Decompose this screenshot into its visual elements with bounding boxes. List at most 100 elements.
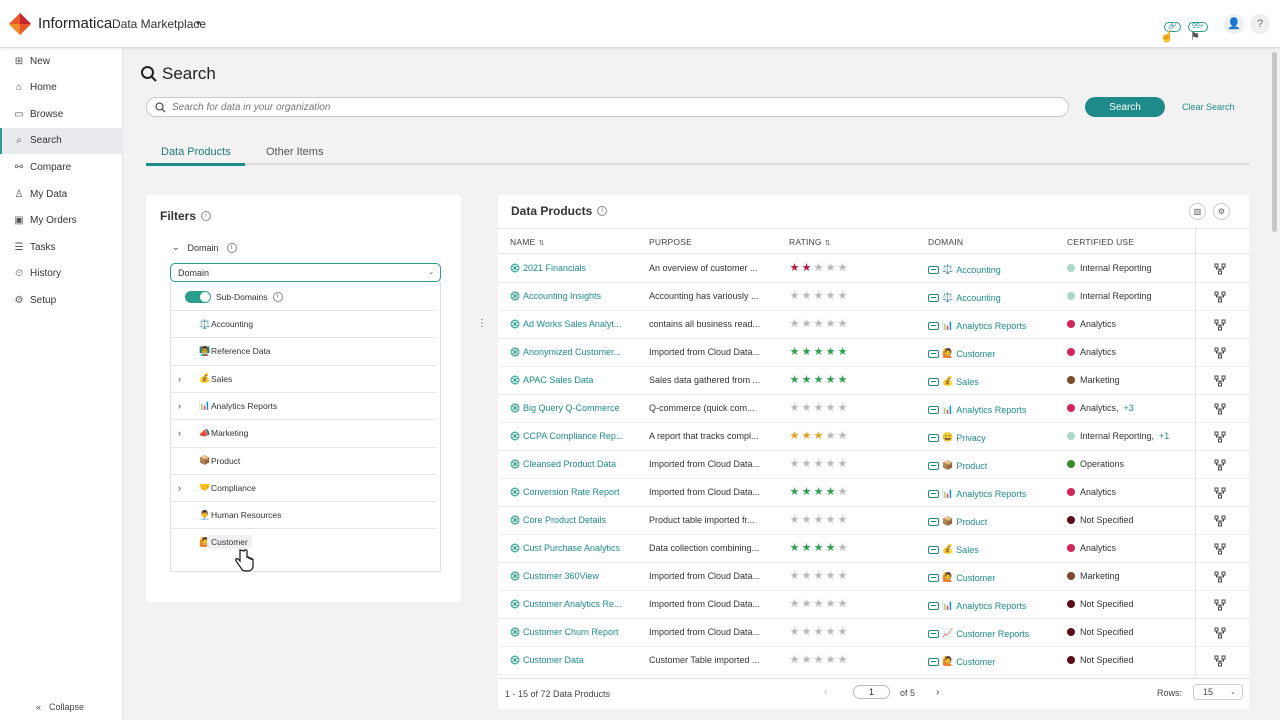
star-icon[interactable]: ★ (813, 402, 824, 414)
product-name-link[interactable]: 2021 Financials (510, 263, 640, 273)
product-name-link[interactable]: CCPA Compliance Rep... (510, 431, 640, 441)
product-name[interactable]: Cleansed Product Data (523, 459, 617, 469)
table-row[interactable]: Cleansed Product Data Imported from Cloud… (498, 451, 1249, 479)
chevron-down-icon[interactable]: ▾ (196, 18, 201, 28)
product-name-link[interactable]: Customer Data (510, 655, 640, 665)
product-name[interactable]: CCPA Compliance Rep... (523, 431, 624, 441)
chevron-right-icon[interactable]: › (178, 373, 181, 384)
table-row[interactable]: Ad Works Sales Analyt... contains all bus… (498, 311, 1249, 339)
table-row[interactable]: Customer Analytics Re... Imported from Cl… (498, 591, 1249, 619)
sidebar-item-setup[interactable]: ⚙ Setup (0, 287, 123, 313)
star-icon[interactable]: ★ (837, 318, 848, 330)
star-icon[interactable]: ★ (801, 486, 812, 498)
product-name[interactable]: Conversion Rate Report (523, 487, 620, 497)
star-icon[interactable]: ★ (801, 318, 812, 330)
informatica-logo[interactable] (8, 12, 32, 36)
rating-stars[interactable]: ★ ★ ★ ★ ★ (789, 654, 848, 666)
rating-stars[interactable]: ★ ★ ★ ★ ★ (789, 570, 848, 582)
star-icon[interactable]: ★ (801, 402, 812, 414)
domain-option-accounting[interactable]: ⚖️ Accounting (171, 310, 437, 337)
info-icon[interactable]: i (201, 211, 212, 221)
columns-icon[interactable]: ▥ (1189, 203, 1206, 220)
domain-link[interactable]: ⚖️ Accounting (928, 264, 1001, 275)
table-row[interactable]: Big Query Q-Commerce Q-commerce (quick co… (498, 395, 1249, 423)
star-icon[interactable]: ★ (837, 514, 848, 526)
domain-name[interactable]: Accounting (956, 264, 1001, 275)
domain-link[interactable]: 📦 Product (928, 460, 987, 471)
domain-name[interactable]: Product (956, 516, 988, 527)
star-icon[interactable]: ★ (789, 374, 800, 386)
domain-name[interactable]: Customer (956, 572, 996, 583)
rating-stars[interactable]: ★ ★ ★ ★ ★ (789, 346, 848, 358)
star-icon[interactable]: ★ (837, 374, 848, 386)
star-icon[interactable]: ★ (789, 402, 800, 414)
tab-data-products[interactable]: Data Products (161, 146, 231, 158)
column-header-name[interactable]: NAME ⇅ (510, 237, 545, 247)
product-name-link[interactable]: Accounting Insights (510, 291, 640, 301)
product-name[interactable]: Customer 360View (523, 571, 599, 581)
domain-name[interactable]: Accounting (956, 292, 1001, 303)
domain-link[interactable]: 🙋 Customer (928, 656, 995, 667)
star-icon[interactable]: ★ (837, 570, 848, 582)
rating-stars[interactable]: ★ ★ ★ ★ ★ (789, 374, 848, 386)
lineage-icon[interactable] (1214, 431, 1226, 443)
lineage-icon[interactable] (1214, 375, 1226, 387)
lineage-icon[interactable] (1214, 627, 1226, 639)
sidebar-item-new[interactable]: ⊞ New (0, 48, 123, 74)
domain-link[interactable]: ⚖️ Accounting (928, 292, 1001, 303)
domain-option-analytics-reports[interactable]: › 📊 Analytics Reports (171, 391, 437, 419)
domain-link[interactable]: 📊 Analytics Reports (928, 404, 1026, 415)
table-row[interactable]: Accounting Insights Accounting has variou… (498, 283, 1249, 311)
star-icon[interactable]: ★ (825, 486, 836, 498)
rating-stars[interactable]: ★ ★ ★ ★ ★ (789, 598, 848, 610)
lineage-icon[interactable] (1214, 487, 1226, 499)
star-icon[interactable]: ★ (789, 626, 800, 638)
domain-name[interactable]: Customer (956, 656, 996, 667)
star-icon[interactable]: ★ (825, 570, 836, 582)
collapse-button[interactable]: « Collapse (36, 702, 84, 712)
info-icon[interactable]: i (272, 292, 283, 302)
domain-name[interactable]: Privacy (956, 432, 986, 443)
star-icon[interactable]: ★ (801, 346, 812, 358)
chevron-right-icon[interactable]: › (178, 400, 181, 411)
star-icon[interactable]: ★ (825, 654, 836, 666)
star-icon[interactable]: ★ (813, 626, 824, 638)
product-name-link[interactable]: Cust Purchase Analytics (510, 543, 640, 553)
star-icon[interactable]: ★ (825, 598, 836, 610)
lineage-icon[interactable] (1214, 459, 1226, 471)
star-icon[interactable]: ★ (789, 486, 800, 498)
star-icon[interactable]: ★ (813, 318, 824, 330)
star-icon[interactable]: ★ (837, 402, 848, 414)
domain-link[interactable]: 📈 Customer Reports (928, 628, 1029, 639)
sidebar-item-history[interactable]: ⏲ History (0, 261, 123, 287)
star-icon[interactable]: ★ (789, 318, 800, 330)
product-name-link[interactable]: Cleansed Product Data (510, 459, 640, 469)
search-bar[interactable] (146, 97, 1069, 117)
star-icon[interactable]: ★ (813, 514, 824, 526)
domain-option-marketing[interactable]: › 📣 Marketing (171, 419, 437, 446)
star-icon[interactable]: ★ (837, 542, 848, 554)
table-row[interactable]: Anonymized Customer... Imported from Clou… (498, 339, 1249, 367)
product-name[interactable]: Core Product Details (523, 515, 607, 525)
star-icon[interactable]: ★ (813, 262, 824, 274)
star-icon[interactable]: ★ (801, 290, 812, 302)
lineage-icon[interactable] (1214, 319, 1226, 331)
hand-icon[interactable]: ☝ (1160, 31, 1174, 43)
domain-link[interactable]: 😀 Privacy (928, 432, 986, 443)
star-icon[interactable]: ★ (825, 542, 836, 554)
domain-option-reference-data[interactable]: 👨‍🏫 Reference Data (171, 337, 437, 364)
lineage-icon[interactable] (1214, 571, 1226, 583)
star-icon[interactable]: ★ (837, 598, 848, 610)
star-icon[interactable]: ★ (789, 290, 800, 302)
star-icon[interactable]: ★ (825, 318, 836, 330)
domain-select[interactable]: Domain ⌄ (170, 263, 441, 282)
star-icon[interactable]: ★ (837, 626, 848, 638)
product-name[interactable]: Cust Purchase Analytics (523, 543, 621, 553)
star-icon[interactable]: ★ (813, 374, 824, 386)
product-name[interactable]: Customer Churn Report (523, 627, 619, 637)
product-name-link[interactable]: Core Product Details (510, 515, 640, 525)
star-icon[interactable]: ★ (813, 346, 824, 358)
domain-name[interactable]: Customer Reports (956, 628, 1030, 639)
lineage-icon[interactable] (1214, 263, 1226, 275)
lineage-icon[interactable] (1214, 515, 1226, 527)
